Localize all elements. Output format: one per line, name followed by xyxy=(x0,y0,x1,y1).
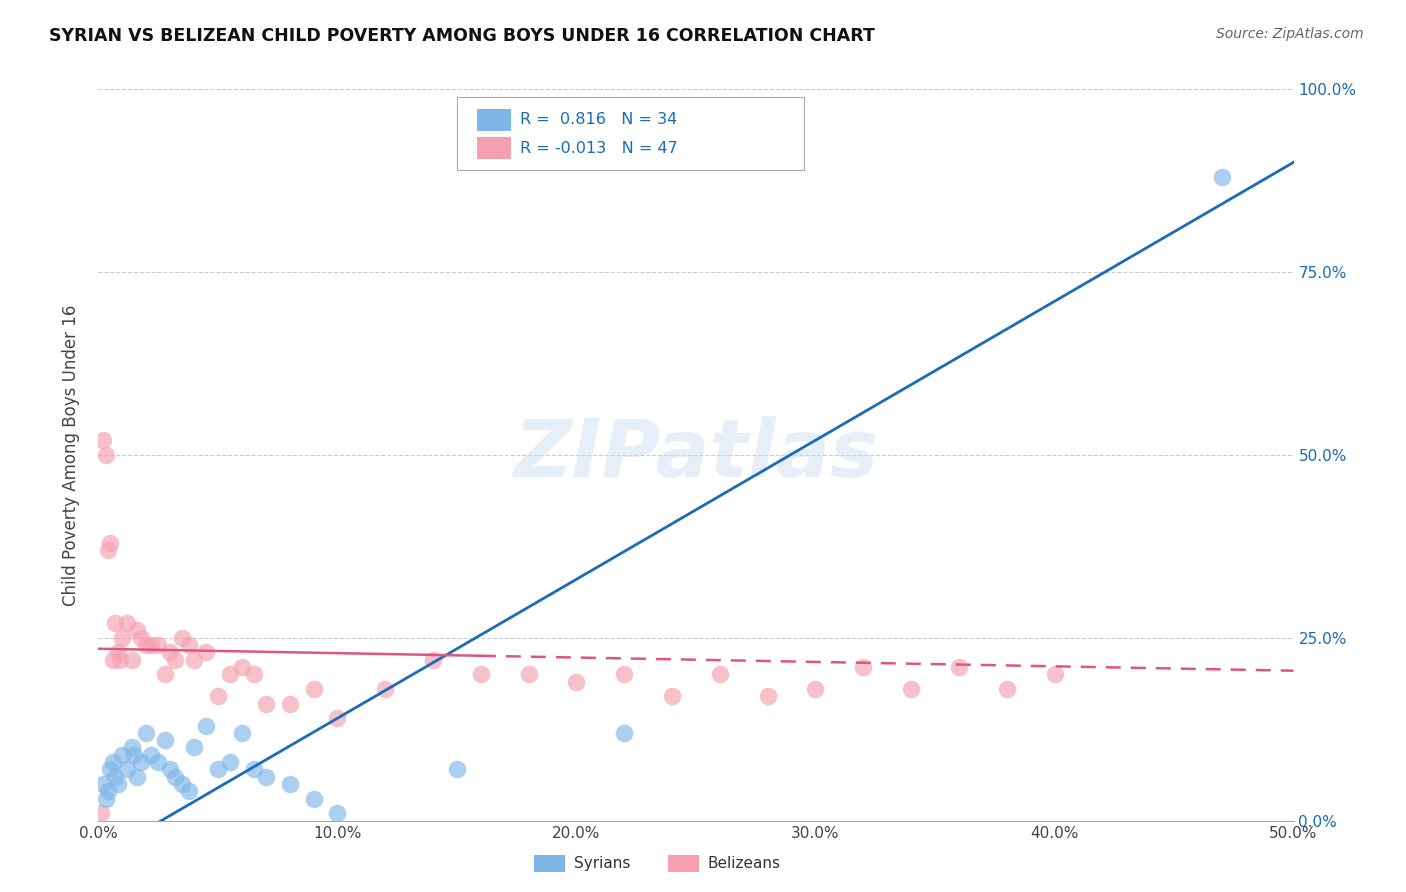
Point xyxy=(111,631,134,645)
Point xyxy=(302,791,325,805)
Text: SYRIAN VS BELIZEAN CHILD POVERTY AMONG BOYS UNDER 16 CORRELATION CHART: SYRIAN VS BELIZEAN CHILD POVERTY AMONG B… xyxy=(49,27,875,45)
Point xyxy=(278,777,301,791)
Point xyxy=(613,726,636,740)
Text: R =  0.816   N = 34: R = 0.816 N = 34 xyxy=(520,112,678,128)
Point xyxy=(231,726,253,740)
Point xyxy=(900,681,922,696)
Point xyxy=(517,667,540,681)
Point xyxy=(183,653,205,667)
Point xyxy=(108,653,131,667)
Point xyxy=(1211,169,1233,184)
Point xyxy=(97,543,120,558)
Point xyxy=(159,645,181,659)
Point xyxy=(97,784,120,798)
Y-axis label: Child Poverty Among Boys Under 16: Child Poverty Among Boys Under 16 xyxy=(62,304,80,606)
Point xyxy=(155,667,177,681)
Point xyxy=(326,711,349,725)
Point xyxy=(804,681,827,696)
Point xyxy=(101,755,124,769)
Point xyxy=(115,763,138,777)
Point xyxy=(159,763,181,777)
Point xyxy=(107,777,129,791)
Point xyxy=(948,660,970,674)
Point xyxy=(231,660,253,674)
Point xyxy=(131,631,153,645)
Point xyxy=(470,667,492,681)
Point xyxy=(179,638,201,652)
Point xyxy=(172,631,194,645)
Point xyxy=(183,740,205,755)
Point xyxy=(148,755,170,769)
Bar xyxy=(477,109,510,131)
Point xyxy=(121,653,143,667)
Point xyxy=(243,763,266,777)
Point xyxy=(374,681,396,696)
Point xyxy=(172,777,194,791)
Point xyxy=(121,740,143,755)
Point xyxy=(219,755,242,769)
Point xyxy=(91,777,114,791)
Point xyxy=(91,434,114,448)
Point xyxy=(207,690,229,704)
Point xyxy=(278,697,301,711)
Point xyxy=(709,667,731,681)
Point xyxy=(98,763,122,777)
Point xyxy=(995,681,1018,696)
Point xyxy=(124,747,146,762)
Point xyxy=(125,770,148,784)
Point xyxy=(98,535,122,549)
Point xyxy=(135,726,157,740)
Text: Syrians: Syrians xyxy=(574,856,630,871)
Point xyxy=(139,747,162,762)
Point xyxy=(163,770,186,784)
Point xyxy=(446,763,468,777)
Point xyxy=(139,638,162,652)
Point xyxy=(104,616,127,631)
Point xyxy=(219,667,242,681)
Point xyxy=(254,770,277,784)
Point xyxy=(148,638,170,652)
Point xyxy=(101,653,124,667)
Point xyxy=(94,791,117,805)
Point xyxy=(107,645,129,659)
Point xyxy=(1043,667,1066,681)
Point xyxy=(163,653,186,667)
Point xyxy=(852,660,875,674)
Point xyxy=(254,697,277,711)
Point xyxy=(94,448,117,462)
Point xyxy=(756,690,779,704)
Point xyxy=(613,667,636,681)
Text: Belizeans: Belizeans xyxy=(707,856,780,871)
Point xyxy=(422,653,444,667)
Point xyxy=(131,755,153,769)
Point xyxy=(565,674,588,689)
Point xyxy=(90,806,112,821)
FancyBboxPatch shape xyxy=(457,96,804,169)
Point xyxy=(179,784,201,798)
Point xyxy=(111,747,134,762)
Point xyxy=(243,667,266,681)
Text: ZIPatlas: ZIPatlas xyxy=(513,416,879,494)
Point xyxy=(135,638,157,652)
Point xyxy=(155,733,177,747)
Text: Source: ZipAtlas.com: Source: ZipAtlas.com xyxy=(1216,27,1364,41)
Point xyxy=(115,616,138,631)
Point xyxy=(195,645,218,659)
Text: R = -0.013   N = 47: R = -0.013 N = 47 xyxy=(520,141,678,156)
Point xyxy=(326,806,349,821)
Point xyxy=(195,718,218,732)
Point xyxy=(661,690,683,704)
Point xyxy=(302,681,325,696)
Point xyxy=(104,770,127,784)
Point xyxy=(125,624,148,638)
Bar xyxy=(477,136,510,159)
Point xyxy=(207,763,229,777)
